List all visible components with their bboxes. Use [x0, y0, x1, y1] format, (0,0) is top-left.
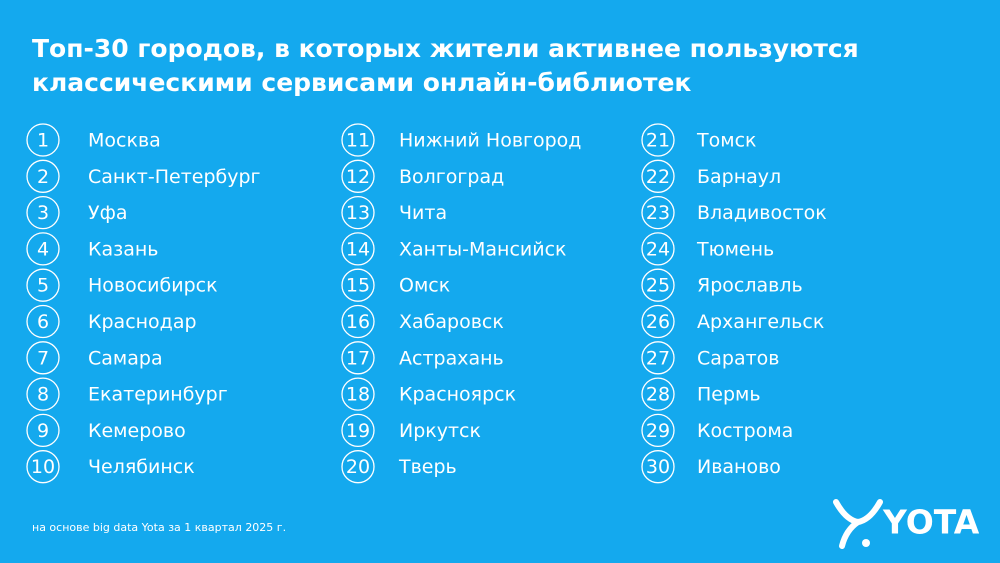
city-name: Саратов: [697, 347, 780, 369]
rank-circle: [341, 377, 375, 411]
city-name: Чита: [399, 202, 447, 224]
rank-circle: [641, 377, 675, 411]
rank-number: 20: [346, 456, 370, 478]
logo-leg: [839, 519, 861, 549]
rank-number: 22: [646, 166, 670, 188]
city-name: Санкт-Петербург: [88, 166, 261, 188]
city-name: Астрахань: [399, 347, 504, 369]
rank-number: 28: [646, 384, 670, 406]
rank-number: 1: [37, 130, 49, 152]
rank-number: 23: [646, 202, 670, 224]
rank-circle: [641, 304, 675, 339]
rank-circle: [341, 304, 375, 339]
rank-circle: [641, 232, 675, 266]
rank-number: 2: [37, 166, 49, 188]
rank-circle: [641, 341, 675, 375]
logo-dot: [862, 539, 870, 547]
title-line: классическими сервисами онлайн-библиотек: [32, 68, 691, 97]
rank-number: 10: [31, 456, 55, 478]
rank-number: 24: [646, 238, 670, 260]
city-name: Кострома: [697, 420, 793, 442]
rank-circle: [26, 232, 60, 266]
city-name: Ярославль: [697, 275, 803, 297]
rank-number: 8: [37, 384, 49, 406]
rank-number: 19: [346, 420, 370, 442]
title-line: Топ-30 городов, в которых жители активне…: [32, 34, 859, 63]
city-name: Нижний Новгород: [399, 130, 581, 152]
rank-circle: [341, 341, 375, 375]
rank-circle: [26, 304, 60, 339]
city-name: Самара: [88, 347, 163, 369]
rank-number: 15: [346, 275, 370, 297]
city-name: Кемерово: [88, 420, 186, 442]
city-name: Волгоград: [399, 166, 504, 188]
rank-number: 29: [646, 420, 670, 442]
city-name: Челябинск: [88, 456, 195, 478]
rank-circle: [26, 159, 60, 193]
city-name: Екатеринбург: [88, 384, 228, 406]
city-name: Иркутск: [399, 420, 481, 442]
city-name: Архангельск: [697, 311, 824, 333]
rank-number: 7: [37, 347, 49, 369]
city-name: Иваново: [697, 456, 781, 478]
rank-number: 9: [37, 420, 49, 442]
city-name: Москва: [88, 130, 161, 152]
city-name: Тюмень: [696, 238, 774, 260]
rank-circle: [26, 195, 60, 230]
city-name: Новосибирск: [88, 275, 218, 297]
rank-number: 26: [646, 311, 670, 333]
logo-text: YOTA: [882, 503, 980, 542]
city-name: Томск: [696, 130, 757, 152]
rank-circle: [641, 159, 675, 193]
rank-circle: [641, 268, 675, 302]
logo-mark: [833, 499, 883, 549]
rank-circle: [641, 195, 675, 230]
rank-number: 14: [346, 238, 370, 260]
rank-number: 30: [646, 456, 670, 478]
rank-number: 16: [346, 311, 370, 333]
footnote: на основе big data Yota за 1 квартал 202…: [32, 521, 286, 534]
rank-circle: [26, 450, 60, 484]
rank-number: 27: [646, 347, 670, 369]
city-name: Пермь: [697, 384, 761, 406]
rank-number: 4: [37, 238, 49, 260]
city-name: Красноярск: [399, 384, 516, 406]
rank-circle: [641, 450, 675, 484]
rank-number: 5: [37, 275, 49, 297]
rank-circle: [341, 123, 375, 157]
rank-circle: [26, 123, 60, 157]
rank-circle: [341, 268, 375, 302]
rank-number: 6: [37, 311, 49, 333]
city-name: Краснодар: [88, 311, 197, 333]
rank-circle: [341, 159, 375, 193]
city-name: Тверь: [398, 456, 457, 478]
rank-number: 18: [346, 384, 370, 406]
city-name: Хабаровск: [399, 311, 504, 333]
city-name: Казань: [88, 238, 159, 260]
rank-number: 12: [346, 166, 370, 188]
rank-circle: [26, 377, 60, 411]
city-name: Барнаул: [697, 166, 781, 188]
city-name: Омск: [399, 275, 450, 297]
rank-circle: [341, 413, 375, 448]
city-name: Владивосток: [697, 202, 827, 224]
rank-number: 25: [646, 275, 670, 297]
rank-number: 3: [37, 202, 49, 224]
rank-circle: [341, 195, 375, 230]
rank-circle: [641, 123, 675, 157]
rank-circle: [341, 450, 375, 484]
rank-number: 13: [346, 202, 370, 224]
rank-circle: [26, 413, 60, 448]
city-name: Ханты-Мансийск: [399, 238, 567, 260]
rank-circle: [341, 232, 375, 266]
rank-circle: [641, 413, 675, 448]
city-name: Уфа: [88, 202, 127, 224]
rank-circle: [26, 268, 60, 302]
rank-number: 17: [346, 347, 370, 369]
rank-circle: [26, 341, 60, 375]
rank-number: 21: [646, 130, 670, 152]
rank-number: 11: [346, 130, 370, 152]
